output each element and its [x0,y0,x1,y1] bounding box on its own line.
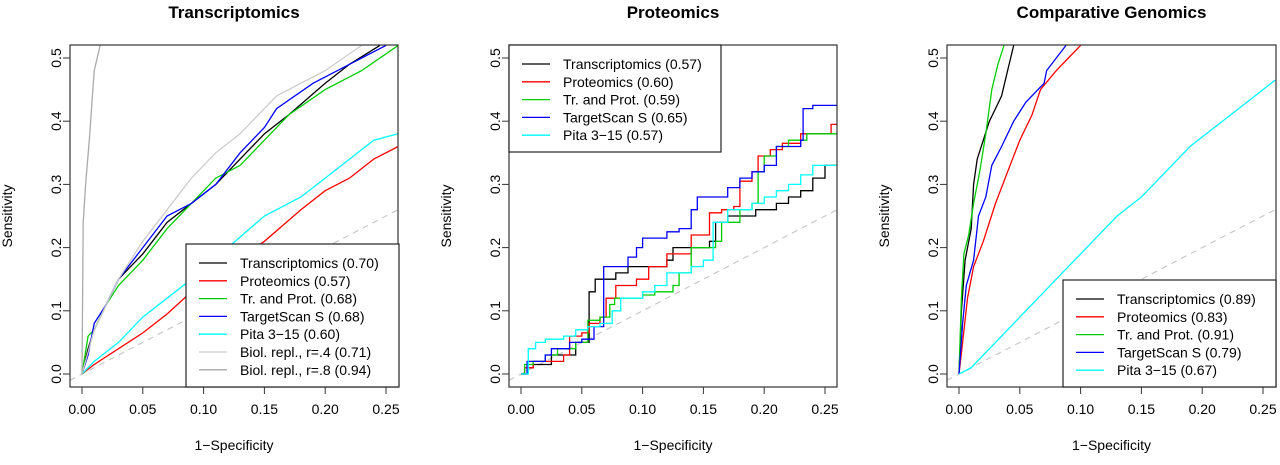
series-line-0 [958,45,1015,375]
x-tick-label: 0.15 [251,401,278,417]
chart-title: Proteomics [627,3,720,22]
legend: Transcriptomics (0.89) Proteomics (0.83) T… [1062,279,1277,388]
legend-label: TargetScan S (0.68) [240,308,365,324]
legend-label: Proteomics (0.83) [1117,309,1227,325]
legend-label: Proteomics (0.57) [240,273,350,289]
y-tick-label: 0.4 [48,111,64,131]
legend-label: Biol. repl., r=.4 (0.71) [240,344,371,360]
y-axis-label: Sensitivity [438,184,454,247]
y-tick-label: 0.0 [48,364,64,384]
plot-area [509,104,837,381]
series-line-2 [521,127,837,375]
x-tick-label: 0.25 [372,401,399,417]
legend-label: Proteomics (0.60) [563,74,673,90]
series-line-1 [958,45,1082,375]
y-tick-label: 0.4 [487,111,503,131]
legend-box [185,243,400,388]
legend-label: Biol. repl., r=.8 (0.94) [240,362,371,378]
x-axis-label: 1−Specificity [195,437,274,453]
y-tick-label: 0.1 [925,301,941,321]
y-tick-label: 0.5 [487,48,503,68]
x-tick-label: 0.20 [1189,401,1216,417]
x-tick-label: 0.05 [129,401,156,417]
y-tick-label: 0.2 [925,238,941,258]
x-tick-label: 0.05 [568,401,595,417]
series-line-3 [81,45,387,375]
legend-label: Transcriptomics (0.57) [563,56,702,72]
x-axis-label: 1−Specificity [1072,437,1151,453]
legend-box [508,44,722,153]
y-tick-label: 0.0 [487,364,503,384]
series-line-3 [958,45,1067,375]
x-tick-label: 0.10 [1067,401,1094,417]
legend-label: Pita 3−15 (0.67) [1117,362,1217,378]
legend-label: Pita 3−15 (0.60) [240,326,340,342]
legend-box [1062,279,1277,388]
x-tick-label: 0.10 [629,401,656,417]
y-tick-label: 0.3 [487,174,503,194]
x-tick-label: 0.15 [1128,401,1155,417]
series-line-4 [521,162,837,375]
legend-label: Tr. and Prot. (0.68) [240,291,357,307]
reference-diagonal [509,209,837,381]
panel-comparative-genomics: Comparative Genomics 1−Specificity Sensiti… [876,3,1277,453]
legend-label: Tr. and Prot. (0.59) [563,92,680,108]
series-line-5 [81,45,363,375]
y-axis-label: Sensitivity [876,184,892,247]
legend-label: Transcriptomics (0.70) [240,255,379,271]
legend-label: Tr. and Prot. (0.91) [1117,327,1234,343]
series-line-6 [81,45,101,375]
y-axis-label: Sensitivity [0,184,15,247]
legend-label: Pita 3−15 (0.57) [563,127,663,143]
x-tick-label: 0.20 [751,401,778,417]
series-line-3 [521,104,837,375]
legend-label: TargetScan S (0.79) [1117,344,1242,360]
y-tick-label: 0.0 [925,364,941,384]
x-tick-label: 0.00 [68,401,95,417]
x-tick-label: 0.25 [811,401,838,417]
x-tick-label: 0.00 [945,401,972,417]
legend: Transcriptomics (0.57) Proteomics (0.60) T… [508,44,722,153]
y-tick-label: 0.5 [925,48,941,68]
x-tick-label: 0.25 [1249,401,1276,417]
x-tick-label: 0.20 [312,401,339,417]
y-tick-label: 0.2 [487,238,503,258]
y-tick-label: 0.1 [48,301,64,321]
y-tick-label: 0.1 [487,301,503,321]
panel-transcriptomics: Transcriptomics 1−Specificity Sensitivity 0… [0,3,400,453]
y-tick-label: 0.3 [925,174,941,194]
x-tick-label: 0.15 [690,401,717,417]
series-line-4 [958,79,1276,375]
chart-title: Comparative Genomics [1017,3,1207,22]
y-tick-label: 0.3 [48,174,64,194]
x-tick-label: 0.10 [190,401,217,417]
series-line-2 [958,45,1005,375]
x-axis-label: 1−Specificity [634,437,713,453]
panel-proteomics: Proteomics 1−Specificity Sensitivity 0.00 0.… [438,3,839,453]
series-line-0 [521,164,837,375]
x-tick-label: 0.05 [1006,401,1033,417]
legend-label: Transcriptomics (0.89) [1117,291,1256,307]
legend: Transcriptomics (0.70) Proteomics (0.57) T… [185,243,400,388]
y-tick-label: 0.5 [48,48,64,68]
x-tick-label: 0.00 [507,401,534,417]
y-tick-label: 0.4 [925,111,941,131]
y-tick-label: 0.2 [48,238,64,258]
chart-title: Transcriptomics [168,3,299,22]
legend-label: TargetScan S (0.65) [563,109,688,125]
